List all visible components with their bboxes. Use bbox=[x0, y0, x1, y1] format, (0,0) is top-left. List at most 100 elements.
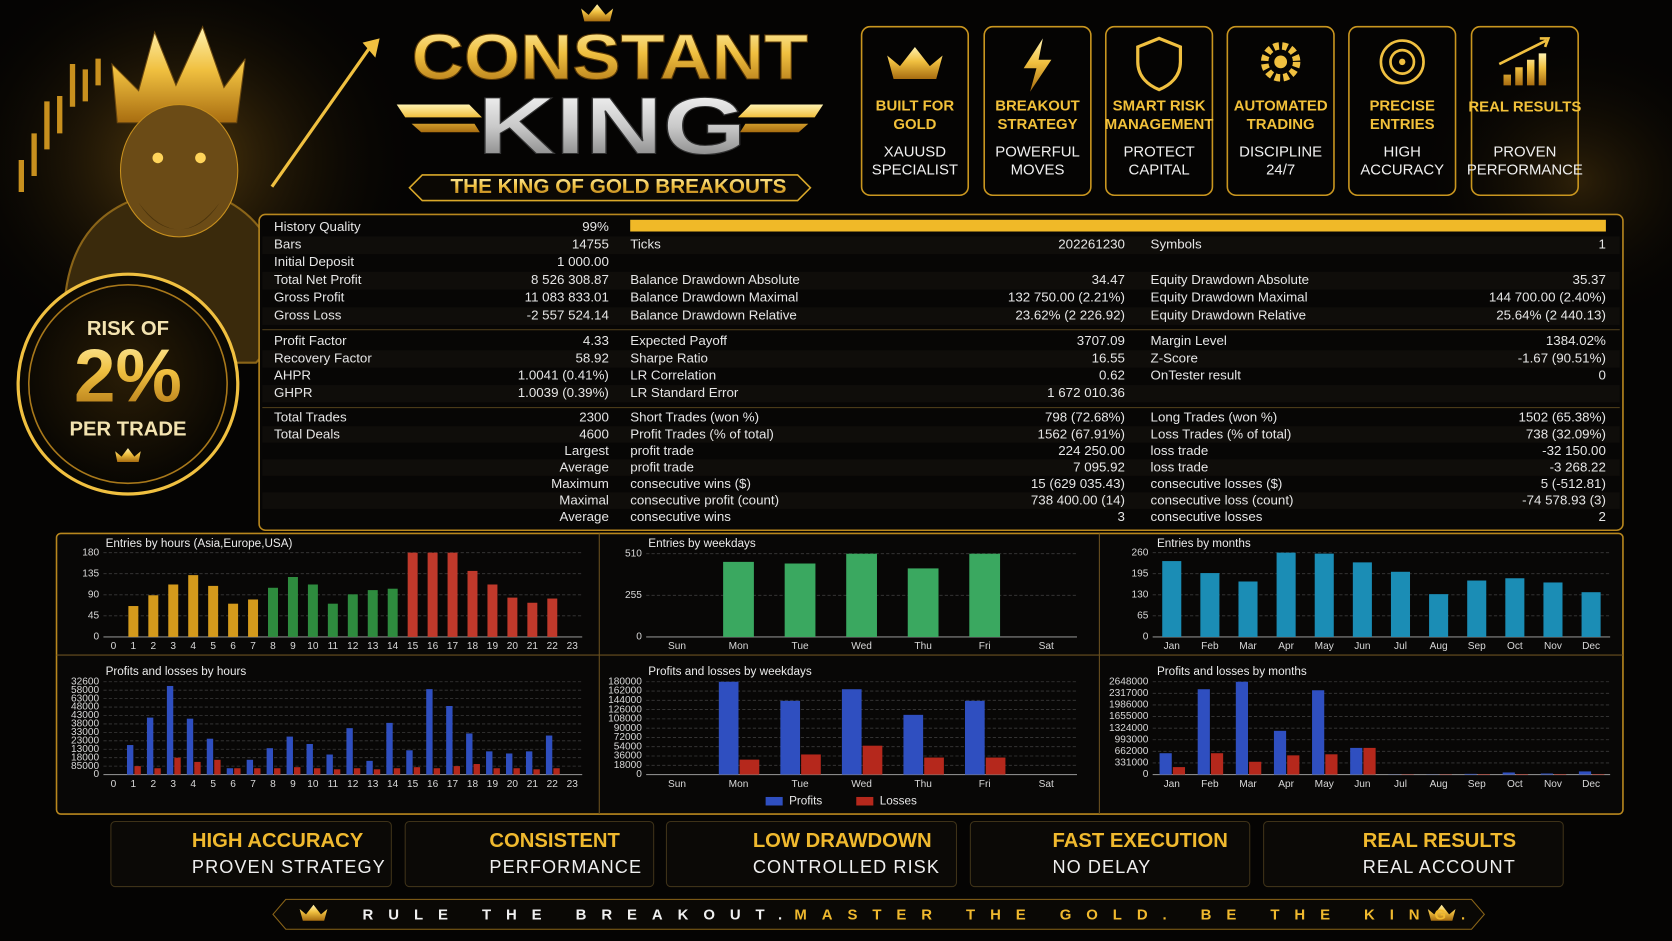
stat-label: AHPR bbox=[274, 368, 311, 383]
feature-title: MANAGEMENT bbox=[1105, 116, 1214, 133]
king-illustration bbox=[18, 25, 380, 364]
stat-label: Initial Deposit bbox=[274, 254, 354, 269]
y-tick-label: 0 bbox=[636, 632, 642, 643]
y-tick-label: 54000 bbox=[614, 741, 643, 752]
x-tick-label: Tue bbox=[792, 641, 809, 652]
bar bbox=[964, 700, 985, 775]
stat-value: 1 bbox=[1598, 236, 1605, 251]
bar bbox=[168, 584, 179, 637]
bar bbox=[513, 768, 520, 775]
x-tick-label: 18 bbox=[467, 641, 479, 652]
stat-value: 2300 bbox=[579, 410, 609, 425]
bar bbox=[1273, 730, 1287, 775]
bar bbox=[1172, 767, 1186, 775]
bar bbox=[1197, 689, 1210, 775]
bar bbox=[723, 561, 754, 637]
footer-band bbox=[272, 898, 1486, 930]
bar bbox=[166, 685, 174, 775]
bar bbox=[801, 754, 821, 775]
bar bbox=[194, 761, 201, 775]
bar bbox=[268, 587, 278, 637]
y-tick-label: 33000 bbox=[71, 727, 100, 738]
x-tick-label: 1 bbox=[131, 641, 137, 652]
feature-title: PRECISE bbox=[1369, 98, 1435, 115]
bar bbox=[347, 594, 358, 637]
bar bbox=[553, 768, 560, 775]
bar bbox=[134, 766, 141, 775]
risk-label: RISK OF bbox=[87, 318, 169, 340]
y-tick-label: 162000 bbox=[608, 686, 642, 697]
stat-label: Loss Trades (% of total) bbox=[1151, 426, 1292, 441]
icon-bars bbox=[1503, 53, 1547, 86]
x-tick-label: 14 bbox=[387, 779, 399, 790]
bar bbox=[208, 585, 219, 637]
feature-title: REAL RESULTS bbox=[1468, 99, 1581, 116]
x-tick-label: Sat bbox=[1039, 779, 1054, 790]
highlight-card bbox=[404, 820, 655, 888]
x-tick-label: 5 bbox=[210, 779, 216, 790]
stat-label: profit trade bbox=[630, 459, 694, 474]
bar bbox=[1477, 774, 1490, 775]
x-tick-label: Aug bbox=[1430, 641, 1448, 652]
icon-crown bbox=[887, 46, 943, 79]
bar bbox=[1235, 681, 1249, 775]
row-stripe bbox=[262, 385, 1620, 403]
chart-title: Profits and losses by months bbox=[1157, 665, 1307, 678]
stat-value: Average bbox=[559, 459, 608, 474]
bar bbox=[780, 700, 801, 775]
king-face bbox=[119, 104, 239, 238]
bar bbox=[234, 768, 241, 775]
chart-title: Entries by hours (Asia,Europe,USA) bbox=[106, 537, 293, 550]
stat-label: consecutive wins ($) bbox=[630, 476, 751, 491]
bar bbox=[1238, 581, 1258, 637]
stat-label: LR Correlation bbox=[630, 368, 716, 383]
bar bbox=[128, 606, 139, 637]
stat-label: Gross Profit bbox=[274, 290, 345, 305]
stat-label: consecutive profit (count) bbox=[630, 492, 779, 507]
bar bbox=[1162, 561, 1182, 637]
y-tick-label: 130 bbox=[1132, 589, 1149, 600]
y-tick-label: 126000 bbox=[608, 704, 642, 715]
stat-label: Gross Loss bbox=[274, 307, 342, 322]
x-tick-label: Sun bbox=[668, 641, 686, 652]
bar bbox=[406, 750, 413, 775]
bar bbox=[313, 768, 321, 775]
row-stripe bbox=[262, 307, 1620, 325]
bar bbox=[1325, 754, 1338, 775]
highlight-card bbox=[969, 820, 1251, 888]
stat-value: -3 268.22 bbox=[1550, 459, 1606, 474]
bar bbox=[466, 733, 473, 775]
bar bbox=[467, 570, 478, 637]
x-tick-label: 12 bbox=[347, 779, 359, 790]
badge-ring bbox=[27, 284, 228, 485]
stat-label: Sharpe Ratio bbox=[630, 350, 708, 365]
bar bbox=[366, 760, 373, 775]
stat-value: 1502 (65.38%) bbox=[1518, 410, 1605, 425]
stat-value: 15 (629 035.43) bbox=[1031, 476, 1125, 491]
x-tick-label: 16 bbox=[427, 641, 439, 652]
x-tick-label: 4 bbox=[190, 779, 196, 790]
icon-gear bbox=[1260, 42, 1301, 82]
x-tick-label: 6 bbox=[230, 641, 236, 652]
stat-value: 99% bbox=[582, 219, 609, 234]
stat-value: 224 250.00 bbox=[1058, 443, 1125, 458]
x-tick-label: 2 bbox=[150, 641, 156, 652]
stat-value: 25.64% (2 440.13) bbox=[1496, 307, 1606, 322]
bar bbox=[327, 603, 338, 637]
legend-label: Profits bbox=[789, 794, 822, 807]
bar bbox=[248, 599, 259, 637]
icon-lightning bbox=[1023, 38, 1052, 92]
bar bbox=[739, 759, 760, 775]
bar bbox=[1543, 582, 1563, 637]
x-tick-label: Apr bbox=[1278, 779, 1294, 790]
y-tick-label: 18000 bbox=[614, 760, 643, 771]
y-tick-label: 32600 bbox=[71, 676, 100, 687]
x-tick-label: Mon bbox=[729, 779, 749, 790]
bar bbox=[294, 767, 301, 775]
bar bbox=[326, 754, 333, 775]
y-tick-label: 90 bbox=[88, 589, 100, 600]
stat-value: 7 095.92 bbox=[1073, 459, 1125, 474]
x-tick-label: Dec bbox=[1582, 779, 1600, 790]
y-tick-label: 135 bbox=[82, 568, 99, 579]
